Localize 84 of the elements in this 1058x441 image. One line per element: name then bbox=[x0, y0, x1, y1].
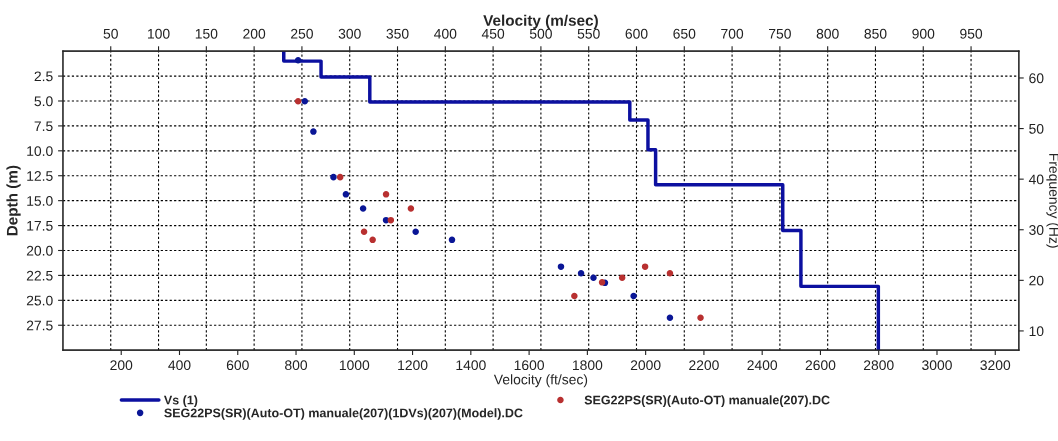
x-tick-label: 550 bbox=[577, 28, 600, 39]
point bbox=[382, 191, 390, 198]
x-tick-label: 700 bbox=[721, 28, 744, 39]
x2-tick-label: 1600 bbox=[514, 360, 545, 371]
x2-tick-label: 1200 bbox=[398, 360, 428, 371]
point bbox=[294, 57, 302, 64]
x2-tick-label: 600 bbox=[226, 360, 249, 371]
point bbox=[369, 236, 376, 244]
y-tick-label: 2.5 bbox=[34, 71, 53, 82]
x2-tick-label: 2000 bbox=[630, 360, 661, 371]
point bbox=[590, 274, 597, 282]
point bbox=[310, 128, 317, 135]
x2-tick-label: 1000 bbox=[339, 360, 370, 371]
y-tick-label: 7.5 bbox=[34, 121, 53, 132]
y-tick-label: 20.0 bbox=[26, 245, 53, 256]
x-tick-label: 750 bbox=[769, 28, 791, 39]
y-tick-label: 12.5 bbox=[27, 171, 53, 181]
x2-tick-label: 1400 bbox=[456, 360, 486, 371]
point bbox=[666, 270, 674, 277]
y-tick-label: 25.0 bbox=[26, 295, 53, 306]
x-tick-label: 200 bbox=[243, 28, 266, 39]
point bbox=[448, 236, 456, 244]
point bbox=[557, 263, 565, 270]
x-tick-label: 500 bbox=[529, 28, 552, 39]
y2-tick-label: 20 bbox=[1029, 275, 1044, 286]
x-tick-label: 850 bbox=[864, 28, 887, 39]
x-tick-label: 300 bbox=[338, 28, 361, 39]
x2-tick-label: 1800 bbox=[572, 360, 603, 371]
point bbox=[336, 173, 344, 181]
x-tick-label: 100 bbox=[148, 28, 170, 39]
legend-label: SEG22PS(SR)(Auto-OT) manuale(207)(1DVs)(207)(Model).DC bbox=[164, 408, 523, 420]
x-axis-title: Velocity (m/sec) bbox=[483, 14, 598, 29]
point bbox=[412, 228, 419, 236]
x2-tick-label: 2600 bbox=[805, 360, 836, 371]
x-tick-label: 400 bbox=[434, 28, 457, 39]
y2-tick-label: 10 bbox=[1029, 326, 1044, 337]
legend-label: SEG22PS(SR)(Auto-OT) manuale(207).DC bbox=[584, 395, 830, 407]
point bbox=[330, 173, 337, 181]
point bbox=[301, 97, 309, 105]
y-tick-label: 15.0 bbox=[27, 195, 53, 206]
x-tick-label: 450 bbox=[481, 28, 505, 39]
x-tick-label: 900 bbox=[912, 28, 935, 39]
y2-tick-label: 40 bbox=[1028, 174, 1044, 185]
y-tick-label: 17.5 bbox=[27, 221, 53, 231]
x-tick-label: 150 bbox=[195, 28, 218, 39]
x-tick-label: 800 bbox=[816, 28, 839, 39]
point bbox=[697, 314, 704, 322]
point bbox=[641, 263, 649, 270]
y-tick-label: 27.5 bbox=[26, 320, 53, 331]
point bbox=[666, 314, 674, 322]
point bbox=[359, 205, 367, 212]
x-tick-label: 950 bbox=[960, 28, 983, 39]
x2-tick-label: 400 bbox=[168, 360, 191, 371]
x2-tick-label: 3000 bbox=[922, 360, 952, 371]
y2-tick-label: 30 bbox=[1029, 225, 1044, 235]
x2-tick-label: 2800 bbox=[863, 360, 894, 371]
y2-tick-label: 60 bbox=[1029, 73, 1044, 84]
y-tick-label: 5.0 bbox=[34, 96, 53, 107]
point bbox=[577, 270, 585, 277]
x2-tick-label: 200 bbox=[110, 360, 133, 371]
x2-tick-label: 2400 bbox=[747, 360, 778, 371]
y-axis-title: Depth (m) bbox=[6, 165, 21, 236]
x2-axis-title: Velocity (ft/sec) bbox=[493, 374, 588, 388]
x-tick-label: 350 bbox=[386, 28, 409, 39]
x-tick-label: 250 bbox=[291, 28, 313, 39]
point bbox=[342, 191, 350, 198]
y2-tick-label: 50 bbox=[1029, 123, 1044, 134]
x2-tick-label: 800 bbox=[285, 360, 308, 371]
point bbox=[294, 97, 302, 105]
point bbox=[630, 292, 637, 300]
x-tick-label: 50 bbox=[103, 28, 118, 39]
point bbox=[360, 228, 368, 236]
y-tick-label: 22.5 bbox=[26, 270, 53, 281]
y-tick-label: 10.0 bbox=[27, 146, 53, 156]
point bbox=[571, 292, 578, 300]
x2-tick-label: 3200 bbox=[980, 360, 1011, 371]
x-tick-label: 650 bbox=[673, 28, 696, 39]
point bbox=[618, 274, 626, 282]
point bbox=[407, 205, 415, 212]
legend-label: Vs (1) bbox=[163, 395, 198, 407]
x-tick-label: 600 bbox=[625, 28, 648, 39]
line-series bbox=[282, 51, 881, 351]
x2-tick-label: 2200 bbox=[689, 360, 719, 371]
point bbox=[387, 216, 395, 224]
